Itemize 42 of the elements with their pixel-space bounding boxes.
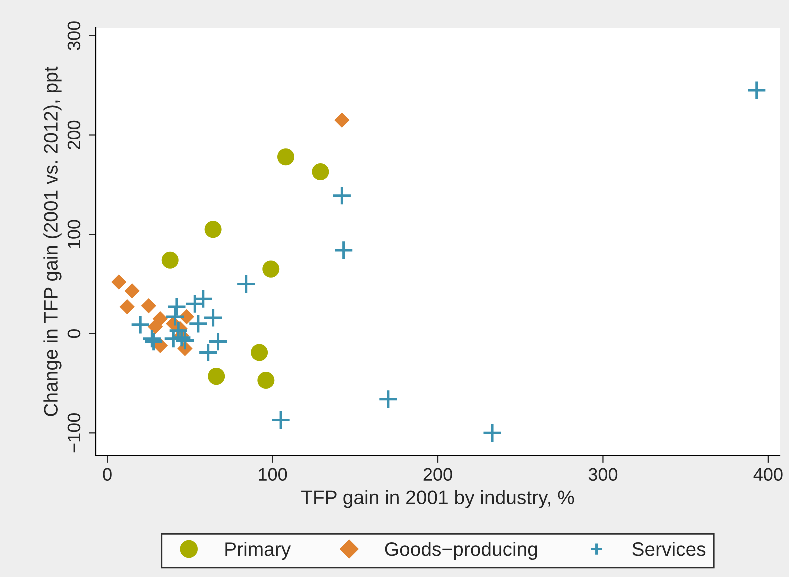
point [124, 284, 140, 299]
point [162, 252, 179, 269]
y-axis-title: Change in TFP gain (2001 vs. 2012), ppt [44, 66, 62, 416]
point [166, 297, 187, 318]
legend-label: Primary [226, 542, 292, 560]
point [332, 186, 352, 206]
x-tick-label: 200 [424, 468, 452, 482]
y-tick-label: 200 [68, 120, 81, 150]
point [334, 112, 350, 128]
point [482, 423, 503, 444]
point [204, 221, 222, 238]
y-tick-label: 0 [68, 330, 81, 338]
point [378, 389, 398, 410]
point [746, 80, 767, 101]
x-tick-label: 300 [588, 468, 618, 482]
legend-label: Goods−producing [385, 542, 538, 560]
y-tick-label: 100 [68, 220, 81, 248]
point [112, 274, 127, 290]
point [251, 344, 268, 362]
point [188, 314, 208, 334]
point [258, 372, 275, 390]
x-tick-label: 0 [103, 468, 112, 482]
point [165, 306, 186, 328]
y-tick-label: −100 [68, 414, 81, 453]
point [334, 240, 354, 260]
point [203, 308, 224, 328]
legend-label: Services [632, 542, 706, 556]
x-axis-title: TFP gain in 2001 by industry, % [302, 490, 574, 508]
point [120, 299, 135, 315]
point [208, 368, 226, 386]
point [271, 410, 292, 430]
point [262, 260, 280, 278]
point [141, 298, 156, 314]
point [148, 319, 164, 335]
point [130, 314, 151, 335]
point [312, 163, 330, 180]
point [175, 330, 196, 351]
y-tick-label: 300 [68, 22, 81, 50]
x-tick-label: 100 [259, 468, 288, 482]
point [236, 274, 256, 294]
point [277, 148, 295, 166]
x-tick-label: 400 [754, 468, 783, 482]
